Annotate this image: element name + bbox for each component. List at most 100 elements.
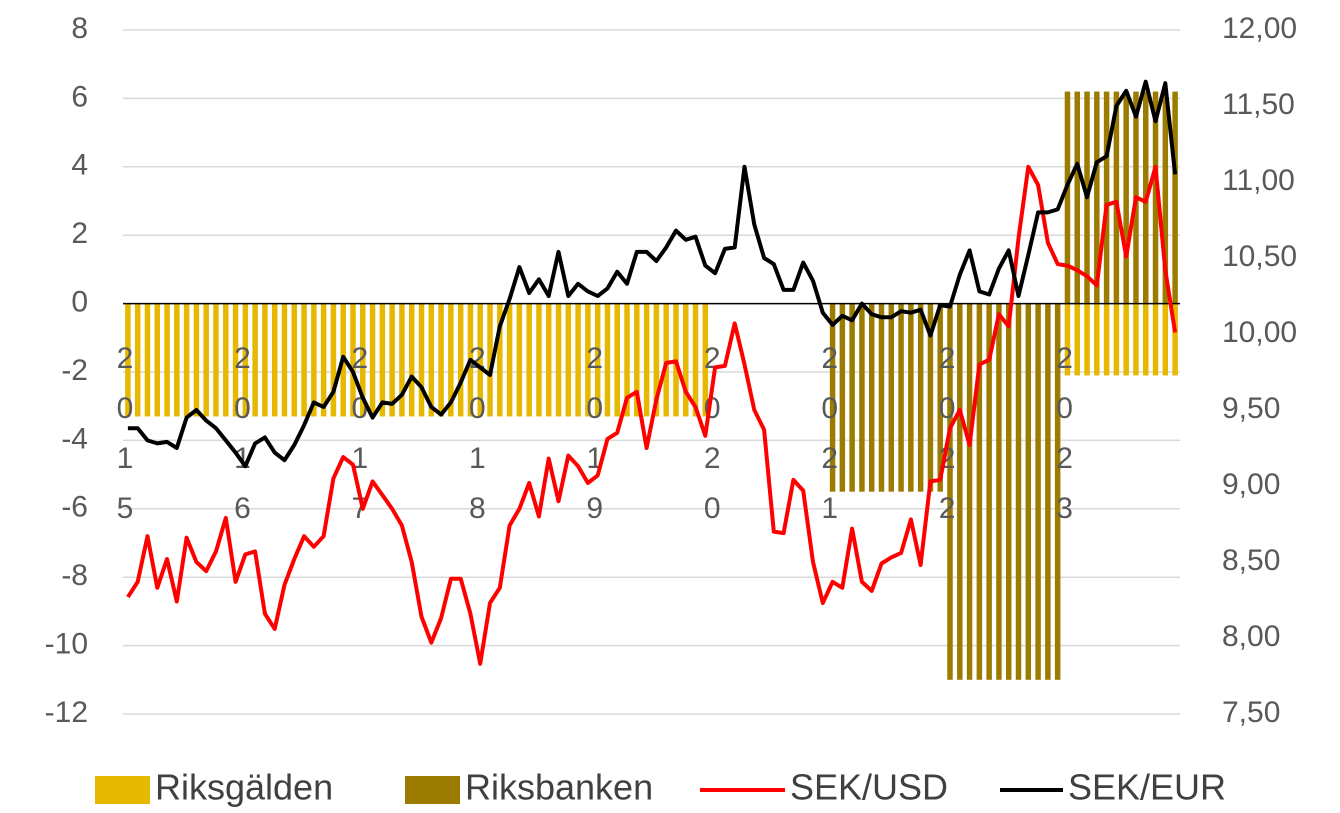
bar	[448, 303, 454, 417]
line	[127, 79, 1178, 469]
bar	[408, 303, 415, 417]
y-tick-label: -6	[61, 491, 88, 524]
y-tick-label: -12	[45, 696, 88, 729]
legend-label: Riksgälden	[155, 767, 333, 808]
bar	[898, 303, 904, 492]
bar	[683, 303, 689, 417]
line	[126, 164, 1178, 666]
bar	[692, 303, 699, 417]
bar	[1123, 303, 1129, 376]
bar	[565, 303, 572, 417]
bar	[291, 303, 298, 417]
y2-tick-label: 12,00	[1222, 12, 1297, 45]
bar	[457, 303, 464, 417]
legend-label: SEK/EUR	[1068, 767, 1226, 808]
bar	[242, 303, 249, 417]
bar	[301, 303, 307, 417]
bar	[966, 303, 973, 680]
bar	[545, 303, 552, 417]
y2-tick-label: 11,00	[1222, 164, 1295, 197]
bar	[193, 303, 200, 417]
bar	[438, 303, 444, 417]
bar	[868, 303, 875, 492]
y2-tick-label: 7,50	[1222, 696, 1280, 729]
y-tick-label: -8	[61, 559, 88, 592]
bar	[1152, 91, 1159, 304]
bar	[702, 303, 709, 417]
bar	[1172, 303, 1178, 376]
bar	[428, 303, 435, 417]
y2-tick-label: 11,50	[1222, 88, 1295, 121]
y2-tick-label: 9,50	[1222, 392, 1280, 425]
bar	[917, 303, 924, 492]
bar	[232, 303, 239, 417]
bar	[585, 303, 591, 417]
bar	[653, 303, 660, 417]
bar	[389, 303, 395, 417]
bar	[281, 303, 288, 417]
bar	[1172, 91, 1178, 304]
bar	[1123, 91, 1129, 304]
bar	[908, 303, 914, 492]
bar	[1143, 303, 1149, 376]
bar	[223, 303, 229, 417]
bar	[575, 303, 581, 417]
bar	[1005, 303, 1012, 680]
bar	[418, 303, 425, 417]
bar	[203, 303, 209, 417]
bar	[859, 303, 865, 492]
bar	[957, 303, 963, 680]
bar	[1113, 303, 1120, 376]
bar	[594, 303, 601, 417]
y2-tick-label: 9,00	[1222, 468, 1280, 501]
bar	[849, 303, 855, 492]
legend-label: Riksbanken	[465, 767, 653, 808]
bar	[1113, 91, 1120, 304]
y2-tick-label: 8,50	[1222, 544, 1280, 577]
bar	[1133, 303, 1139, 376]
bar	[164, 303, 170, 417]
bar	[1103, 303, 1110, 376]
bar	[379, 303, 386, 417]
bar	[1045, 303, 1051, 680]
legend-swatch	[95, 776, 150, 804]
bar	[350, 303, 356, 417]
bar	[976, 303, 983, 680]
bar	[1074, 91, 1080, 304]
bar	[1084, 303, 1090, 376]
bar	[878, 303, 885, 492]
y-tick-label: 6	[71, 80, 88, 113]
bar	[947, 303, 953, 680]
bar	[839, 303, 846, 492]
bar	[154, 303, 160, 417]
legend-swatch	[405, 776, 460, 804]
bar	[1162, 91, 1169, 304]
y2-tick-label: 10,00	[1222, 316, 1297, 349]
bar	[1025, 303, 1032, 680]
bar	[996, 303, 1002, 680]
bar	[311, 303, 317, 417]
bar	[1064, 91, 1071, 304]
bar	[937, 303, 943, 492]
bar	[144, 303, 151, 417]
bar	[927, 303, 934, 492]
y-tick-label: -4	[61, 422, 88, 455]
bar	[1152, 303, 1159, 376]
y-tick-label: -10	[45, 628, 88, 661]
bar	[183, 303, 190, 417]
bar	[330, 303, 337, 417]
bar	[213, 303, 219, 417]
bar	[888, 303, 895, 492]
bar	[1162, 303, 1169, 376]
y2-tick-label: 10,50	[1222, 240, 1297, 273]
bar	[526, 303, 532, 417]
bar	[1015, 303, 1022, 680]
bar	[174, 303, 180, 417]
bar	[271, 303, 278, 417]
bar	[555, 303, 562, 417]
y-tick-label: -2	[61, 354, 88, 387]
